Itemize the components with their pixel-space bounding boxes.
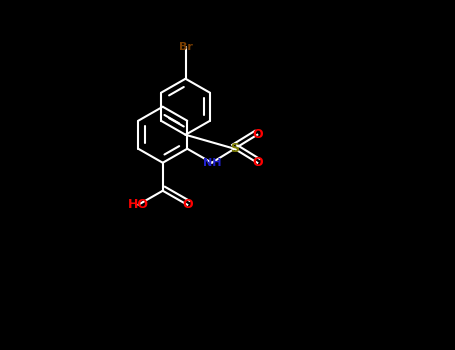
- Text: S: S: [230, 142, 239, 155]
- Text: HO: HO: [128, 198, 149, 211]
- Text: O: O: [252, 128, 263, 141]
- Text: O: O: [182, 198, 192, 211]
- Text: O: O: [252, 156, 263, 169]
- Text: Br: Br: [178, 42, 192, 52]
- Text: NH: NH: [202, 158, 221, 168]
